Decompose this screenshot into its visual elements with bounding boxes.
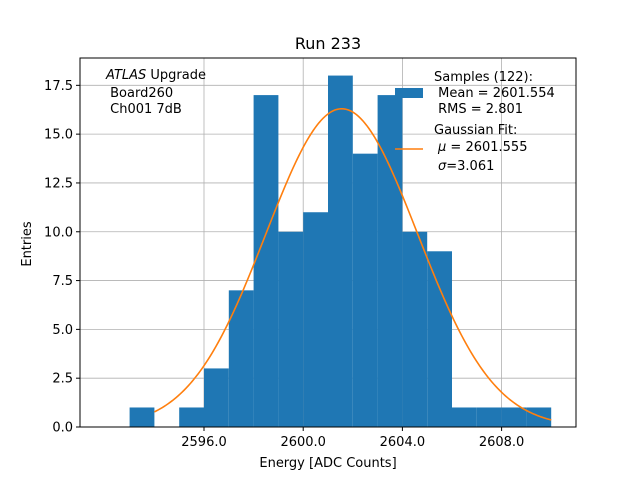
histogram-bar [228,290,254,427]
gaussian-fit-curve [154,107,552,421]
y-tick-label: 5.0 [52,323,73,338]
legend-fit-line-2: μ = 2601.555 [437,140,527,155]
legend-samples-line-2: Mean = 2601.554 [434,86,555,101]
histogram-bar [253,95,279,427]
histogram-bar [352,153,378,427]
legend-fit-line-3: σ=3.061 [438,159,494,174]
annotation-line-3: Ch001 7dB [106,102,182,117]
x-tick-label: 2604.0 [380,435,426,450]
legend-samples-line-3: RMS = 2.801 [434,102,523,117]
legend-mu-value: = 2601.555 [446,140,527,155]
fit-curve-layer [154,107,552,421]
y-tick-label: 0.0 [52,421,73,436]
y-tick-label: 10.0 [44,225,73,240]
y-tick-label: 7.5 [52,274,73,289]
histogram-bar [526,407,552,427]
histogram-bar [476,407,502,427]
y-tick-label: 15.0 [44,128,73,143]
legend: Samples (122): Mean = 2601.554 RMS = 2.8… [395,70,555,174]
atlas-annotation: ATLAS Upgrade Board260 Ch001 7dB [105,68,206,117]
y-tick-label: 17.5 [44,79,73,94]
histogram-bar [328,75,353,428]
legend-samples-line-1: Samples (122): [434,70,533,85]
plot-frame [79,57,577,428]
y-tick-label: 2.5 [52,372,73,387]
histogram-bar [129,407,155,427]
axes: 2596.0 2600.0 2604.0 2608.0 0.0 2.5 5.0 7.5 10.0… [44,57,577,450]
x-tick-label: 2608.0 [479,435,525,450]
histogram-bar [204,368,229,427]
annotation-atlas: ATLAS [105,68,146,83]
histogram-bar [377,95,403,427]
annotation-line-1: ATLAS Upgrade [105,68,206,83]
legend-fit-line-1: Gaussian Fit: [434,123,517,138]
annotation-line-2: Board260 [106,86,173,101]
y-axis-label: Entries [20,221,35,267]
legend-sigma-value: =3.061 [446,159,494,174]
y-tick-label: 12.5 [44,176,73,191]
histogram-bar [427,251,452,427]
chart-title: Run 233 [295,34,361,53]
x-axis-label: Energy [ADC Counts] [259,456,396,471]
annotation-upgrade: Upgrade [146,68,206,83]
histogram-bar [402,231,428,427]
histogram-bar [278,231,304,427]
legend-sigma-symbol: σ [438,159,447,174]
x-tick-label: 2596.0 [181,435,227,450]
legend-mu-symbol: μ [437,140,446,155]
x-tick-label: 2600.0 [280,435,326,450]
histogram-bars [129,75,552,428]
histogram-bar [501,407,527,427]
histogram-bar [179,407,204,427]
histogram-bar [452,407,477,427]
legend-samples-swatch [395,88,423,98]
histogram-bar [303,212,328,427]
